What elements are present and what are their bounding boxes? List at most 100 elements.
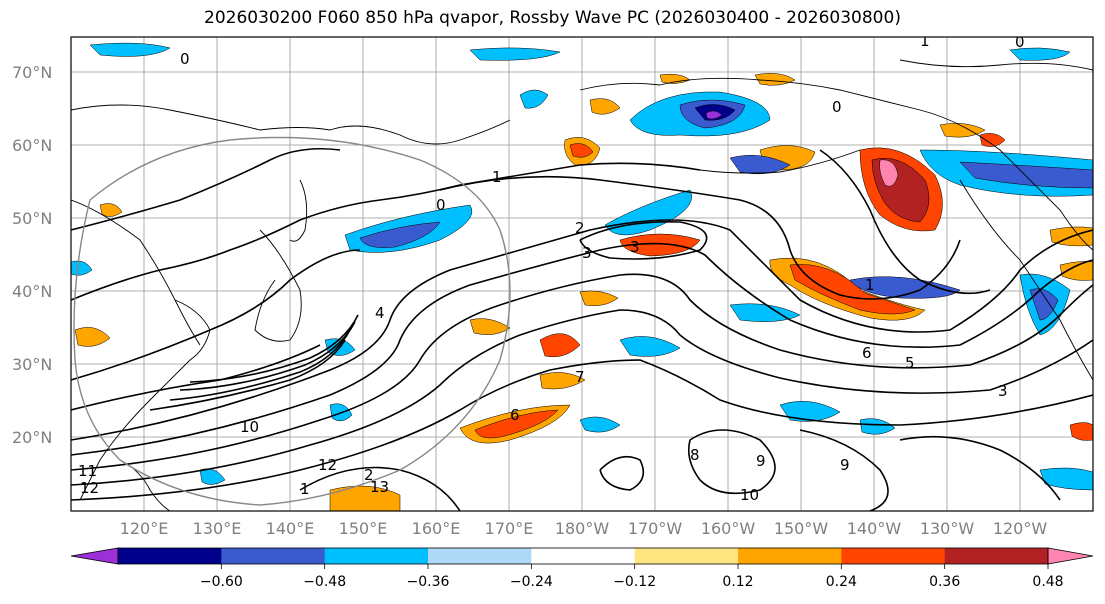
- contour-label: 8: [690, 446, 700, 464]
- lat-label: 50°N: [12, 209, 52, 228]
- positive-anomaly-patch: [569, 143, 594, 158]
- contour-label: 0: [436, 196, 446, 214]
- contour-label: 3: [582, 244, 592, 262]
- negative-anomaly-patch: [619, 336, 681, 357]
- negative-anomaly-patch: [849, 276, 961, 299]
- colorbar-segment: [738, 548, 842, 564]
- colorbar-tick-label: 0.12: [722, 574, 753, 590]
- colorbar-tick-label: −0.12: [613, 574, 656, 590]
- contour-label: 1: [492, 168, 502, 186]
- positive-anomaly-patch: [589, 98, 621, 115]
- contour-label: 10: [240, 418, 259, 436]
- contour-label: 12: [318, 456, 337, 474]
- negative-anomaly-patch: [469, 47, 561, 61]
- colorbar-tick-label: 0.36: [929, 574, 960, 590]
- contour-label: 5: [905, 354, 915, 372]
- negative-anomaly-patch: [519, 89, 549, 109]
- negative-anomaly-patch: [779, 401, 841, 422]
- lon-label: 150°W: [774, 519, 829, 538]
- contour-label: 13: [370, 478, 389, 496]
- contour-label: 0: [832, 98, 842, 116]
- negative-anomaly-patch: [359, 221, 441, 248]
- colorbar-segment: [841, 548, 946, 564]
- contour-label: 2: [364, 466, 374, 484]
- colorbar-segment: [118, 548, 222, 564]
- negative-anomaly-patch: [705, 110, 723, 120]
- colorbar-segment: [324, 548, 429, 564]
- positive-anomaly-patch: [1059, 261, 1093, 281]
- contour-label-group: 0 1 0 0 1 2 3 3 4 1 6 6 5 7 3 10 12 13 2…: [78, 32, 1025, 504]
- colorbar-tick-label: −0.24: [510, 574, 553, 590]
- negative-anomaly-patch: [859, 418, 896, 435]
- contour-label: 0: [180, 50, 190, 68]
- lon-label: 180°W: [555, 519, 610, 538]
- contour-label: 0: [1015, 33, 1025, 51]
- negative-anomaly-patch: [89, 42, 171, 57]
- lat-label: 40°N: [12, 282, 52, 301]
- colorbar-tick-label: 0.48: [1032, 574, 1063, 590]
- lon-label: 140°W: [847, 519, 902, 538]
- negative-anomaly-patch: [729, 303, 801, 322]
- lon-label: 160°E: [412, 519, 461, 538]
- lon-label: 120°W: [993, 519, 1048, 538]
- longitude-labels: 120°E 130°E 140°E 150°E 160°E 170°E 180°W 170°W…: [120, 519, 1048, 538]
- lon-label: 130°E: [193, 519, 242, 538]
- contour-label: 2: [575, 219, 585, 237]
- colorbar-segment: [944, 548, 1049, 564]
- contour-label: 3: [998, 382, 1008, 400]
- lon-label: 130°W: [920, 519, 975, 538]
- latitude-labels: 70°N 60°N 50°N 40°N 30°N 20°N: [12, 63, 52, 447]
- contour-label: 1: [865, 276, 875, 294]
- colorbar-segment: [428, 548, 532, 564]
- contour-lines: [71, 136, 1093, 511]
- coastlines: [71, 59, 1093, 511]
- contour-label: 7: [575, 368, 585, 386]
- positive-anomaly-patch: [754, 73, 796, 86]
- contour-label: 1: [300, 480, 310, 498]
- negative-anomaly-patch: [579, 416, 621, 433]
- colorbar-extend-min: [70, 547, 119, 565]
- contour-label: 6: [510, 406, 520, 424]
- lon-label: 120°E: [120, 519, 169, 538]
- colorbar-extend-max: [1047, 547, 1094, 565]
- contour-label: 11: [78, 462, 97, 480]
- lon-label: 170°E: [485, 519, 534, 538]
- contour-label: 4: [375, 304, 385, 322]
- lat-label: 20°N: [12, 428, 52, 447]
- positive-anomaly-patch: [979, 133, 1006, 147]
- negative-anomaly-patch: [1039, 467, 1093, 491]
- negative-anomaly-patch: [1009, 47, 1071, 61]
- contour-label: 12: [80, 479, 99, 497]
- positive-anomaly-patch: [1069, 422, 1093, 441]
- colorbar-segment: [221, 548, 326, 564]
- contour-label: 1: [920, 32, 930, 50]
- contour-label: 3: [630, 238, 640, 256]
- positive-anomaly-patch: [879, 159, 899, 187]
- lat-label: 70°N: [12, 63, 52, 82]
- positive-anomaly-patch: [74, 327, 111, 347]
- positive-anomaly-patch: [539, 372, 586, 390]
- colorbar: −0.60 −0.48 −0.36 −0.24 −0.12 0.12 0.24 0.36 0.4…: [70, 547, 1094, 590]
- lat-label: 30°N: [12, 355, 52, 374]
- colorbar-segment: [531, 548, 636, 564]
- contour-label: 9: [840, 456, 850, 474]
- colorbar-frame: [117, 547, 1049, 565]
- colorbar-tick-label: 0.24: [826, 574, 857, 590]
- colorbar-segment: [634, 548, 739, 564]
- positive-anomaly-patch: [789, 264, 916, 315]
- positive-anomaly-patch: [619, 233, 701, 257]
- contour-label: 9: [756, 452, 766, 470]
- positive-anomaly-patch: [469, 318, 511, 335]
- colorbar-tick-label: −0.36: [407, 574, 450, 590]
- positive-anomaly-patch: [329, 485, 401, 511]
- negative-anomaly-patch: [959, 161, 1093, 189]
- lon-label: 150°E: [339, 519, 388, 538]
- positive-anomaly-patch: [939, 123, 986, 138]
- plot-title: 2026030200 F060 850 hPa qvapor, Rossby W…: [204, 8, 901, 28]
- positive-anomaly-patch: [99, 203, 123, 217]
- contour-label: 6: [862, 344, 872, 362]
- positive-anomaly-patch: [579, 290, 619, 306]
- colorbar-tick-label: −0.60: [200, 574, 243, 590]
- lon-label: 140°E: [266, 519, 315, 538]
